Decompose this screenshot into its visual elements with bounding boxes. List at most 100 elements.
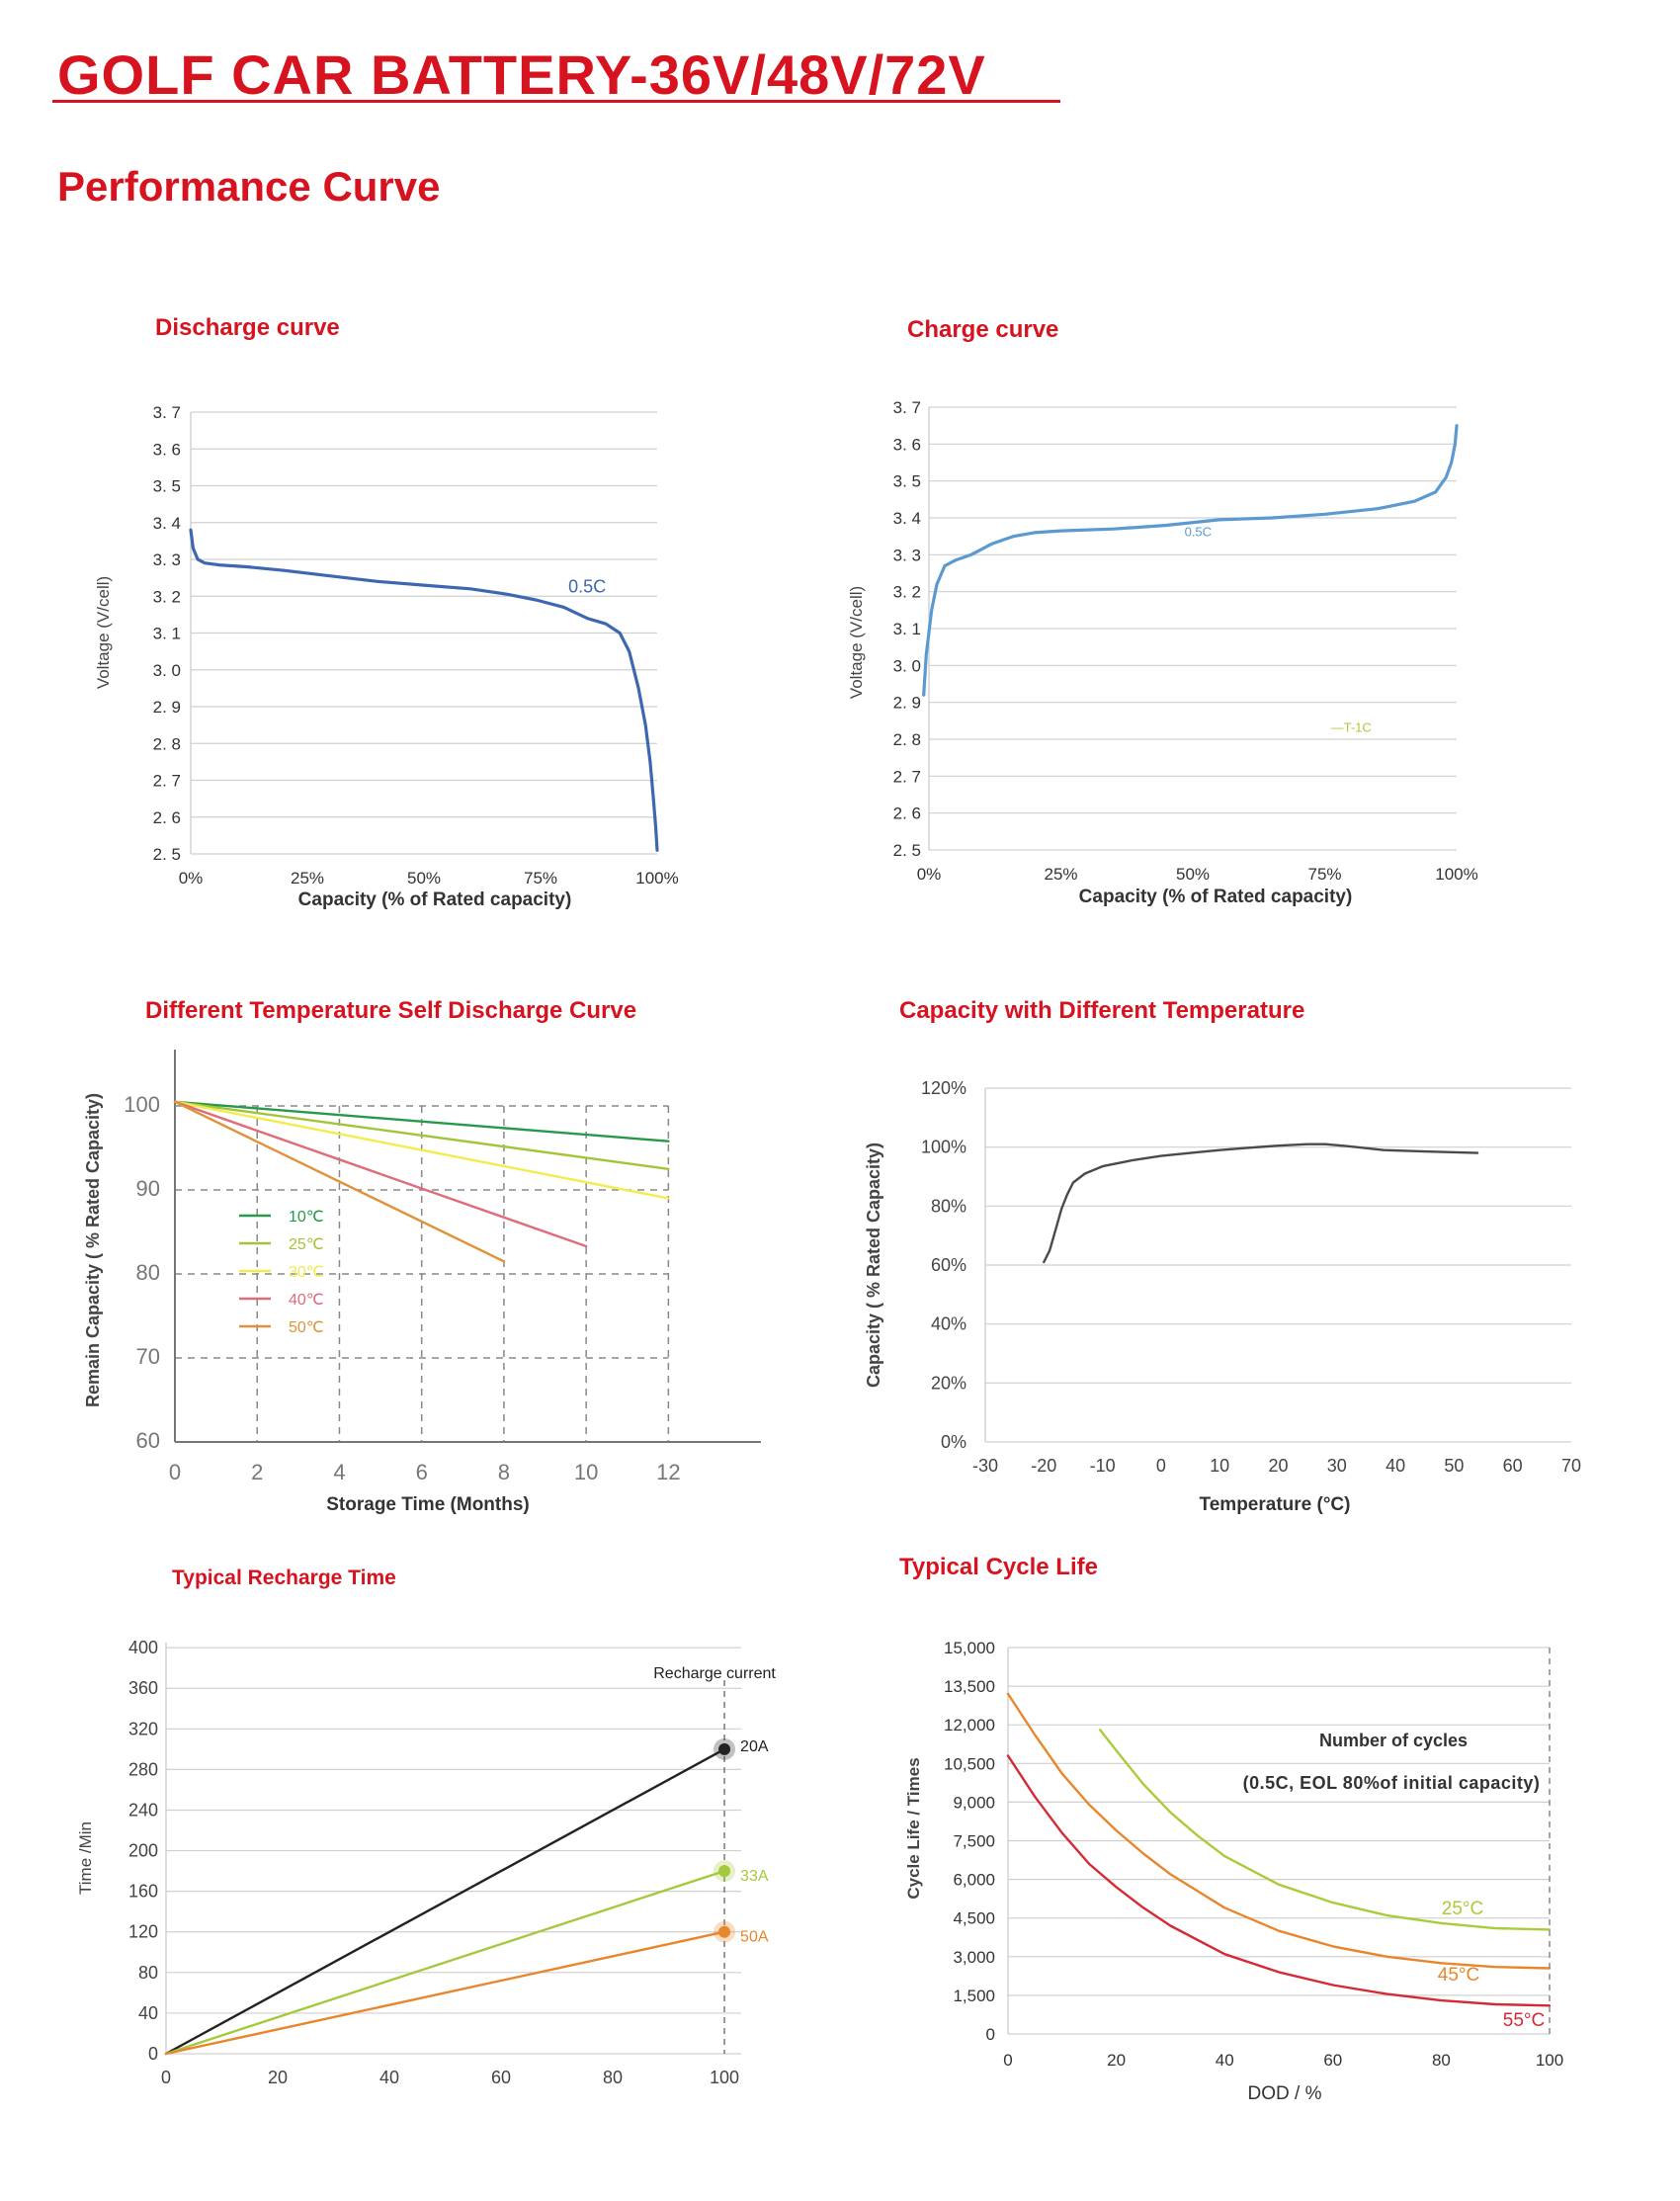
y-tick-label: 3. 0 [153, 661, 181, 680]
x-tick-label: 40 [1386, 1456, 1405, 1476]
x-tick-label: 70 [1561, 1456, 1581, 1476]
series-line-1 [1043, 1143, 1479, 1264]
x-tick-label: 20 [268, 2068, 288, 2087]
y-tick-label: 2. 6 [153, 808, 181, 827]
x-tick-label: 20 [1107, 2051, 1126, 2070]
end-point [718, 1925, 731, 1938]
x-axis-label: Capacity (% of Rated capacity) [298, 889, 572, 910]
x-tick-label: 8 [498, 1460, 510, 1484]
y-tick-label: 9,000 [953, 1793, 995, 1812]
title-underline [52, 100, 1060, 103]
x-tick-label: 100 [1536, 2051, 1563, 2070]
y-tick-label: 100 [124, 1092, 160, 1117]
cycle-life-chart: 0 1,500 3,000 4,500 6,000 7,500 9,000 10,500 12,… [904, 1639, 1563, 2104]
y-tick-label: 3. 7 [893, 398, 921, 417]
y-tick-label: 90 [136, 1176, 160, 1201]
y-tick-label: 120% [921, 1078, 966, 1098]
x-tick-label: 80 [603, 2068, 623, 2087]
y-tick-label: 2. 7 [153, 772, 181, 791]
y-tick-label: 3,000 [953, 1948, 995, 1967]
y-tick-label: 240 [128, 1800, 158, 1820]
series-label: 33A [740, 1868, 769, 1885]
legend-label: 40℃ [289, 1292, 324, 1309]
y-tick-label: 40% [931, 1314, 966, 1334]
annotation-label: —T-1C [1331, 720, 1372, 735]
y-tick-label: 13,500 [944, 1677, 995, 1696]
x-tick-label: -20 [1031, 1456, 1056, 1476]
y-tick-label: 0 [986, 2025, 995, 2044]
y-tick-label: 10,500 [944, 1754, 995, 1773]
series-label: 20A [740, 1738, 769, 1755]
legend-label: 30℃ [289, 1264, 324, 1281]
x-tick-label: 10 [574, 1460, 598, 1484]
x-tick-label: 40 [379, 2068, 399, 2087]
x-tick-label: 100% [1435, 865, 1477, 884]
x-tick-label: 75% [1307, 865, 1341, 884]
y-tick-label: 70 [136, 1344, 160, 1369]
y-tick-label: 7,500 [953, 1832, 995, 1851]
y-tick-label: 80 [136, 1260, 160, 1285]
annotation-label: 0.5C [1185, 525, 1212, 540]
recharge-time-chart: 0 40 80 120 160 200 240 280 320 360 400 0 20 40 60 80 10… [76, 1638, 776, 2087]
y-tick-label: 3. 5 [893, 472, 921, 491]
y-tick-label: 3. 6 [153, 440, 181, 459]
y-tick-label: 120 [128, 1922, 158, 1942]
y-tick-label: 0% [941, 1432, 966, 1452]
y-tick-label: 3. 4 [893, 509, 921, 528]
series-label: 25°C [1442, 1899, 1483, 1919]
series-line-2 [173, 1100, 670, 1170]
y-tick-label: 3. 1 [893, 620, 921, 638]
y-tick-label: 12,000 [944, 1716, 995, 1735]
y-tick-label: 2. 9 [893, 694, 921, 713]
y-tick-label: 60 [136, 1428, 160, 1453]
x-tick-label: 75% [524, 869, 557, 888]
y-tick-label: 200 [128, 1841, 158, 1861]
x-tick-label: 50 [1444, 1456, 1464, 1476]
y-tick-label: 280 [128, 1759, 158, 1779]
charge-chart-title: Charge curve [907, 316, 1059, 343]
series-line-1 [1099, 1729, 1552, 1931]
x-tick-label: 80 [1432, 2051, 1451, 2070]
capacity-temp-chart-title: Capacity with Different Temperature [899, 997, 1305, 1024]
y-tick-label: 4,500 [953, 1909, 995, 1928]
annotation-title: Number of cycles [1319, 1731, 1468, 1750]
annotation-label: 0.5C [568, 577, 606, 597]
x-tick-label: 60 [1323, 2051, 1342, 2070]
x-tick-label: 2 [251, 1460, 263, 1484]
end-point [718, 1742, 731, 1755]
series-line-5 [173, 1100, 506, 1263]
x-tick-label: 4 [333, 1460, 345, 1484]
y-tick-label: 1,500 [953, 1987, 995, 2005]
y-tick-label: 3. 3 [153, 550, 181, 569]
end-point [718, 1865, 731, 1878]
y-tick-label: 15,000 [944, 1639, 995, 1657]
y-tick-label: 3. 0 [893, 656, 921, 675]
x-tick-label: 100% [635, 869, 678, 888]
x-tick-label: 0 [161, 2068, 171, 2087]
series-line-1 [164, 1747, 726, 2056]
x-tick-label: 10 [1210, 1456, 1229, 1476]
y-tick-label: 3. 6 [893, 435, 921, 454]
x-tick-label: 0% [917, 865, 942, 884]
series-label: 45°C [1438, 1965, 1479, 1986]
y-tick-label: 3. 5 [153, 477, 181, 496]
x-tick-label: 0 [169, 1460, 181, 1484]
capacity-temp-chart: 0% 20% 40% 60% 80% 100% 120% -30 -20 -10 0 10 20 30 40… [864, 1078, 1581, 1515]
series-line-1 [173, 1100, 670, 1143]
cycle-life-chart-title: Typical Cycle Life [899, 1554, 1098, 1580]
y-tick-label: 20% [931, 1373, 966, 1393]
x-tick-label: 60 [1503, 1456, 1523, 1476]
x-tick-label: 20 [1268, 1456, 1288, 1476]
series-line-2 [1006, 1692, 1552, 1970]
series-line-4 [173, 1100, 588, 1248]
legend-title: Recharge current [653, 1665, 776, 1682]
legend-label: 50℃ [289, 1319, 324, 1336]
x-tick-label: 0% [179, 869, 204, 888]
y-tick-label: 0 [148, 2044, 158, 2064]
x-tick-label: 0 [1003, 2051, 1012, 2070]
discharge-chart-title: Discharge curve [155, 314, 340, 341]
y-tick-label: 2. 7 [893, 767, 921, 786]
y-tick-label: 160 [128, 1882, 158, 1902]
charge-chart: 2. 5 2. 6 2. 7 2. 8 2. 9 3. 0 3. 1 3. 2 3. 3 3. 4… [847, 398, 1478, 907]
